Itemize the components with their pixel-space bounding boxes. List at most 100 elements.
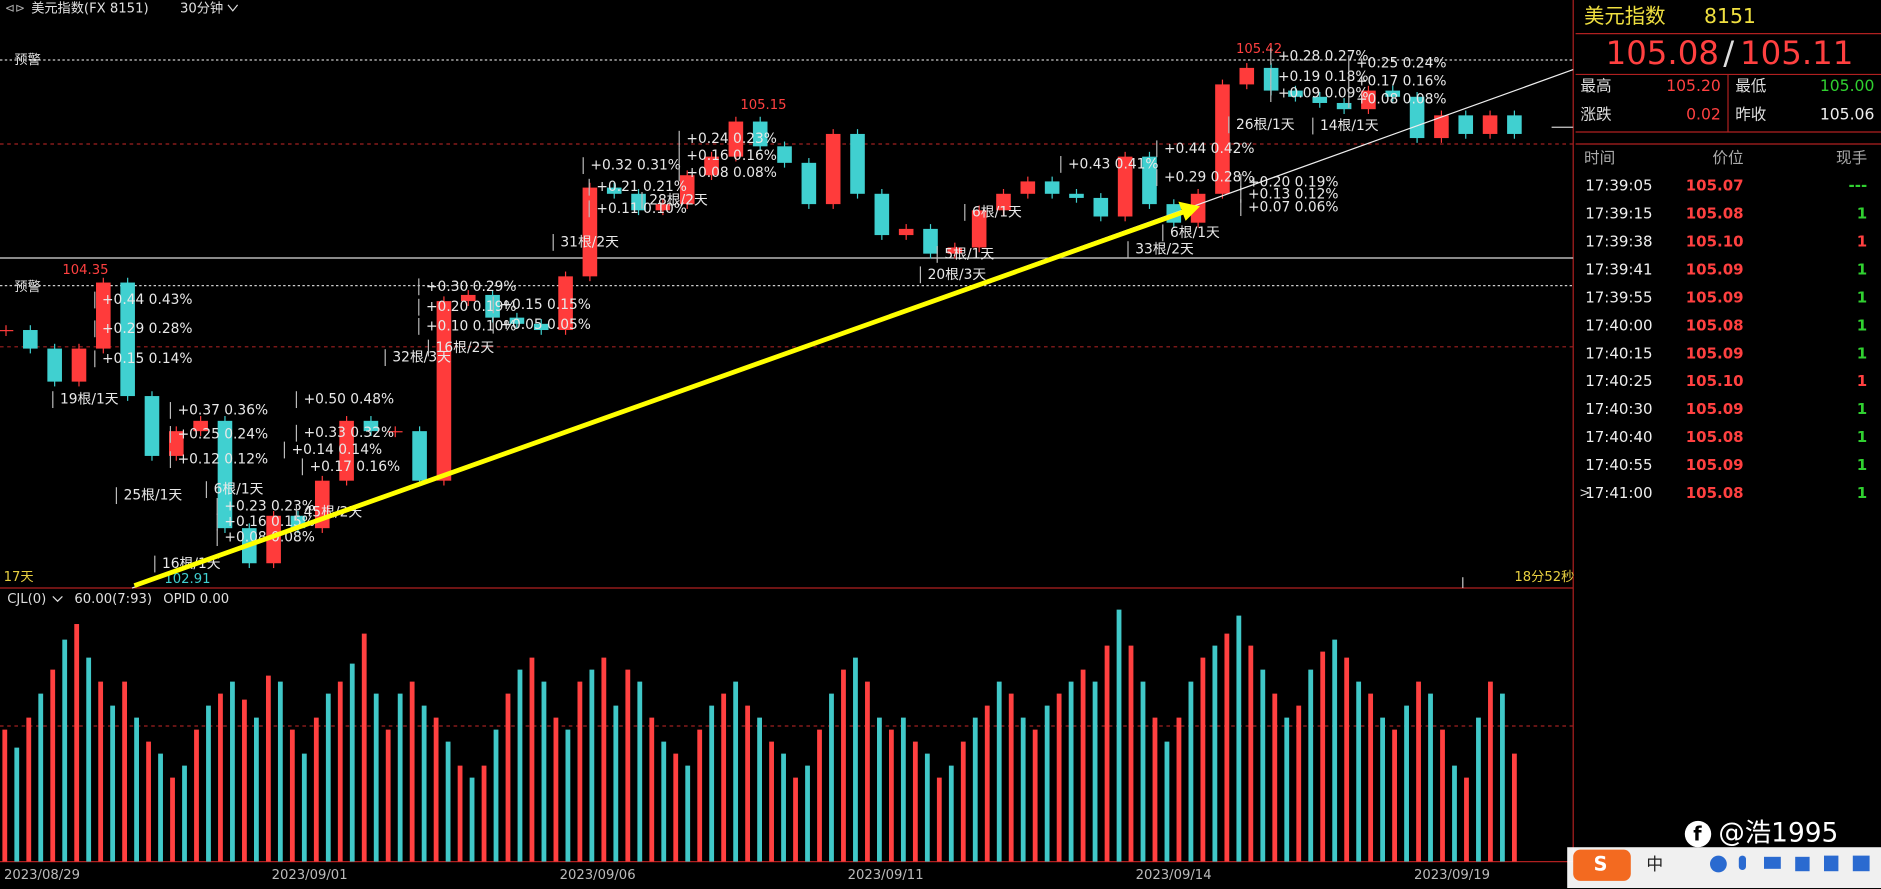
bid-price: 105.08: [1606, 34, 1719, 72]
candle: [947, 247, 963, 254]
tick-price: 105.09: [1686, 400, 1744, 418]
volume-bar: [1020, 717, 1026, 862]
volume-bar: [613, 705, 619, 862]
candle: [1507, 115, 1522, 134]
volume-bar: [158, 753, 163, 862]
tick-time: 17:40:40: [1585, 428, 1652, 446]
volume-bar: [721, 693, 727, 862]
volume-bar: [325, 693, 331, 862]
annotation: +0.24 0.23%: [686, 131, 777, 147]
quote-panel: 最高 105.20 最低 105.00 涨跌 0.02 昨收 105.06 时间 价位 现手 17:3…: [1580, 77, 1874, 502]
candle: [509, 317, 525, 324]
volume-bar: [984, 705, 990, 862]
volume-bar: [1176, 717, 1182, 862]
volume-bar: [206, 705, 211, 862]
column-header: 价位: [1712, 149, 1743, 167]
candle: [1458, 115, 1474, 134]
stat-value: 105.20: [1666, 77, 1721, 95]
volume-bar: [86, 657, 92, 862]
volume-bar: [1344, 657, 1350, 862]
extreme-label: 104.35: [62, 263, 108, 278]
volume-bar: [1188, 681, 1194, 862]
tick-volume: 1: [1857, 400, 1867, 418]
ime-logo[interactable]: [1573, 849, 1631, 881]
volume-bar: [1356, 681, 1362, 862]
volume-bar: [769, 741, 774, 862]
arrow[interactable]: [133, 208, 1187, 588]
stat-label: 最低: [1735, 77, 1767, 95]
tray-icon[interactable]: [1852, 855, 1870, 872]
tray-icon[interactable]: [1710, 855, 1727, 873]
candle: [533, 323, 549, 331]
volume-bar: [1476, 717, 1481, 862]
tick-price: 105.08: [1686, 428, 1744, 446]
tray-icon[interactable]: [1795, 856, 1810, 872]
volume-bar: [960, 741, 966, 862]
volume-bar: [948, 765, 954, 862]
elapsed: 17天: [4, 570, 34, 585]
annotation: +0.09 0.09%: [1278, 86, 1369, 102]
annotation: +0.14 0.14%: [292, 442, 382, 458]
volume-bar: [1116, 609, 1122, 862]
volume-bar: [481, 765, 487, 862]
tray-icon[interactable]: [1824, 855, 1839, 872]
tick-time: 17:39:05: [1585, 177, 1652, 195]
volume-bar: [38, 693, 44, 862]
annotation: +0.23 0.23%: [224, 498, 315, 514]
volume-bar: [385, 729, 391, 862]
volume-bar: [637, 681, 643, 862]
volume-bar: [733, 681, 739, 862]
candle: [217, 420, 233, 529]
fb-glyph: f: [1693, 823, 1702, 846]
tray-icon[interactable]: [1764, 856, 1781, 869]
tick-price: 105.10: [1686, 232, 1744, 250]
volume-bar: [685, 765, 691, 862]
ime-mode[interactable]: 中: [1646, 854, 1663, 874]
volume-bar: [254, 717, 259, 862]
period-chevron[interactable]: [227, 4, 239, 12]
symbol-code: 8151: [1704, 4, 1756, 28]
volume-bar: [1464, 777, 1469, 862]
indicator-name[interactable]: CJL(0): [7, 592, 46, 607]
candle: [1215, 84, 1230, 194]
volume-bar: [62, 639, 68, 862]
candle: [71, 348, 87, 382]
annotation: +0.08 0.08%: [1356, 92, 1447, 108]
candle: [996, 193, 1011, 211]
candle: [1312, 96, 1328, 103]
volume-bar: [230, 681, 235, 862]
indicator-chevron[interactable]: [52, 595, 63, 603]
annotation: +0.30 0.29%: [426, 279, 516, 295]
nav-icon[interactable]: ⊲⊳: [5, 1, 25, 15]
volume-bar: [313, 717, 319, 862]
volume-bar: [972, 717, 978, 862]
x-tick-label: 2023/09/14: [1136, 868, 1212, 883]
tick-volume: 1: [1857, 232, 1867, 250]
toolbar-title[interactable]: 美元指数(FX 8151): [31, 0, 148, 16]
tick-price: 105.08: [1686, 316, 1744, 334]
tick-time: 17:39:15: [1585, 204, 1652, 222]
tick-time: 17:39:41: [1585, 260, 1652, 278]
annotation: 5根/1天: [944, 246, 994, 262]
period[interactable]: 30分钟: [180, 0, 223, 16]
volume-bar: [1500, 693, 1505, 862]
indicator-opid: OPID 0.00: [163, 592, 229, 607]
volume-bar: [98, 681, 104, 862]
extreme-label: 105.15: [740, 98, 786, 113]
separator: /: [1723, 34, 1734, 72]
volume-bar: [110, 705, 116, 862]
tray-icon[interactable]: [1738, 855, 1746, 871]
candle: [1020, 181, 1036, 194]
annotation: +0.12 0.12%: [178, 452, 268, 468]
volume-bar: [1092, 681, 1098, 862]
candle: [825, 133, 841, 205]
candle: [96, 282, 111, 349]
annotation: 14根/1天: [1320, 118, 1379, 134]
candle: [120, 282, 135, 397]
annotation: 33根/2天: [1135, 242, 1194, 258]
stat-value: 105.06: [1820, 106, 1875, 124]
volume-bar: [26, 717, 32, 862]
volume-bar: [74, 624, 80, 862]
candle: [169, 431, 184, 456]
